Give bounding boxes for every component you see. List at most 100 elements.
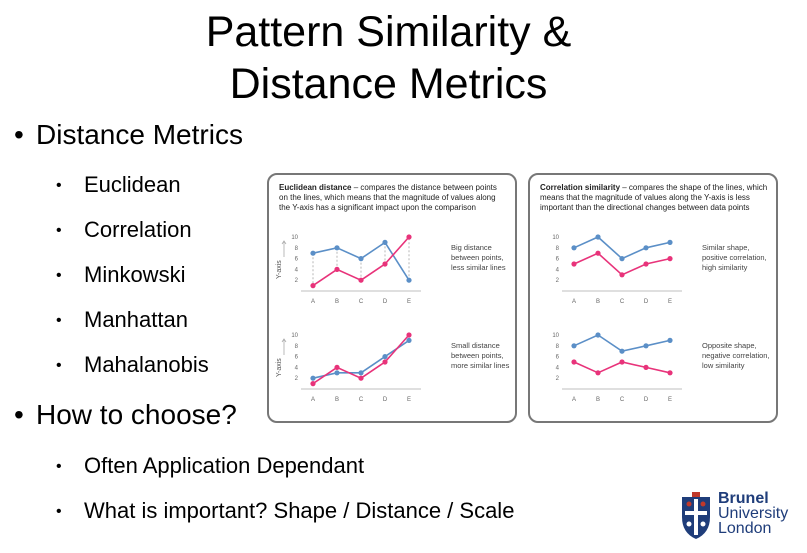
series-line-0 (573, 236, 671, 260)
note-line: Small distance (451, 341, 500, 350)
bullet-text: Minkowski (84, 262, 186, 287)
data-point (382, 359, 388, 365)
x-tick-label: C (359, 397, 364, 403)
bullet-text: What is important? Shape / Distance / Sc… (84, 498, 515, 523)
data-point (358, 256, 364, 262)
note-line: between points, (451, 253, 504, 262)
data-point (334, 364, 340, 370)
data-point (310, 381, 316, 387)
logo-text: Brunel University London (718, 491, 788, 537)
x-tick-label: B (335, 299, 339, 305)
title-line-1: Pattern Similarity & (205, 8, 572, 56)
data-point (571, 261, 577, 267)
data-point (406, 277, 412, 283)
data-point (619, 272, 625, 278)
x-tick-label: D (644, 397, 649, 403)
note-line: between points, (451, 351, 504, 360)
bullet-marker: • (56, 503, 62, 520)
y-tick-label: 4 (295, 267, 299, 273)
data-point (667, 239, 673, 245)
note-line: Similar shape, (702, 243, 750, 252)
bullet-distance-metrics: • Distance Metrics (14, 119, 243, 151)
data-point (358, 370, 364, 376)
bullet-marker: • (56, 312, 62, 329)
y-axis-label: Y-axis (276, 260, 283, 279)
data-point (595, 332, 601, 338)
bullet-marker: • (56, 222, 62, 239)
y-axis-arrow-icon (281, 338, 287, 355)
y-tick-label: 10 (291, 333, 298, 339)
data-point (571, 245, 577, 251)
data-point (310, 250, 316, 256)
y-axis-arrow-icon (281, 240, 287, 257)
x-tick-label: A (572, 299, 576, 305)
bullet-how-to-choose: • How to choose? (14, 399, 237, 431)
y-tick-label: 2 (556, 278, 560, 284)
x-tick-label: D (383, 299, 388, 305)
x-tick-label: B (335, 397, 339, 403)
bullet-marker: • (14, 119, 24, 150)
data-point (595, 250, 601, 256)
y-tick-label: 10 (552, 235, 559, 241)
note-line: less similar lines (451, 263, 506, 272)
data-point (334, 266, 340, 272)
x-tick-label: A (311, 299, 315, 305)
data-point (595, 370, 601, 376)
data-point (643, 261, 649, 267)
data-point (571, 343, 577, 349)
brunel-logo: Brunel University London (678, 491, 798, 543)
x-tick-label: B (596, 299, 600, 305)
caption-text: – compares the distance between points o… (279, 183, 497, 212)
x-tick-label: B (596, 397, 600, 403)
y-tick-label: 8 (556, 246, 560, 252)
sub-bullet-euclidean: • Euclidean (56, 172, 181, 199)
data-point (334, 370, 340, 376)
bullet-text: How to choose? (36, 399, 237, 430)
note-line: more similar lines (451, 361, 510, 370)
data-point (619, 256, 625, 262)
bullet-text: Often Application Dependant (84, 453, 365, 478)
bullet-marker: • (56, 458, 62, 475)
sub-bullet-application: • Often Application Dependant (56, 453, 364, 480)
title-line-2: Distance Metrics (229, 60, 548, 108)
data-point (382, 261, 388, 267)
euclidean-caption: Euclidean distance – compares the distan… (279, 183, 507, 213)
data-point (643, 245, 649, 251)
bullet-marker: • (56, 357, 62, 374)
y-tick-label: 10 (552, 333, 559, 339)
x-tick-label: A (572, 397, 576, 403)
x-tick-label: E (668, 299, 672, 305)
data-point (358, 375, 364, 381)
data-point (382, 354, 388, 360)
x-tick-label: D (383, 397, 388, 403)
chart-euclidean-big: Big distance between points, less simila… (276, 234, 506, 305)
caption-bold: Correlation similarity (540, 183, 621, 192)
x-tick-label: E (407, 397, 411, 403)
y-tick-label: 4 (295, 365, 299, 371)
y-tick-label: 4 (556, 365, 560, 371)
logo-line-3: London (718, 520, 772, 537)
data-point (406, 332, 412, 338)
sub-bullet-mahalanobis: • Mahalanobis (56, 352, 209, 379)
data-point (667, 370, 673, 376)
data-point (619, 348, 625, 354)
y-axis-label: Y-axis (276, 358, 283, 377)
note-line: low similarity (702, 361, 745, 370)
sub-bullet-manhattan: • Manhattan (56, 307, 188, 334)
y-tick-label: 8 (556, 344, 560, 350)
data-point (310, 375, 316, 381)
chart-correlation-similar: Similar shape, positive correlation, hig… (552, 234, 767, 305)
y-tick-label: 2 (295, 376, 299, 382)
y-tick-label: 6 (295, 355, 299, 361)
bullet-text: Correlation (84, 217, 192, 242)
data-point (406, 234, 412, 240)
note-line: Opposite shape, (702, 341, 757, 350)
y-tick-label: 6 (556, 355, 560, 361)
bullet-text: Euclidean (84, 172, 181, 197)
note-line: high similarity (702, 263, 748, 272)
data-point (643, 364, 649, 370)
crest-icon (682, 492, 710, 539)
y-tick-label: 10 (291, 235, 298, 241)
note-line: positive correlation, (702, 253, 767, 262)
data-point (619, 359, 625, 365)
